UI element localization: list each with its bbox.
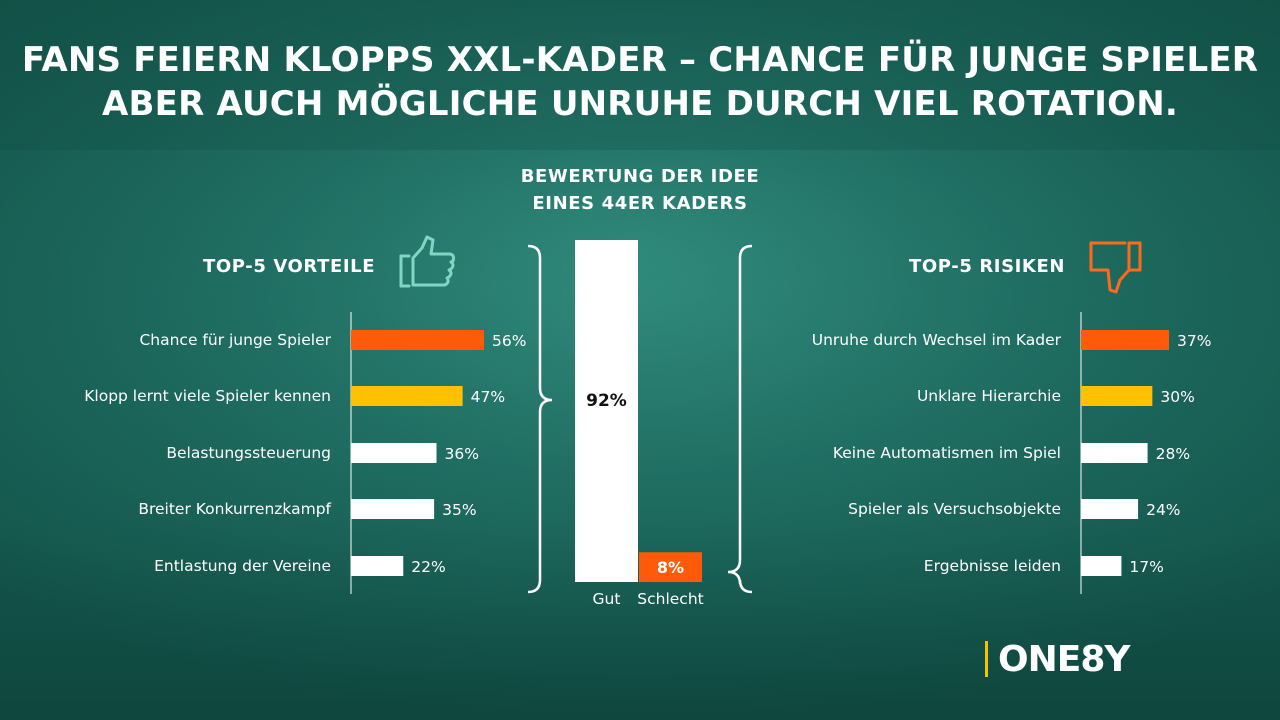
advantage-bar — [351, 386, 463, 406]
advantage-category-label: Breiter Konkurrenzkampf — [138, 500, 331, 518]
advantage-category-label: Klopp lernt viele Spieler kennen — [84, 387, 331, 405]
risk-category-label: Ergebnisse leiden — [924, 557, 1061, 575]
rating-value-label: 92% — [586, 391, 627, 411]
rating-bar — [575, 240, 638, 582]
risk-bar — [1081, 330, 1169, 350]
advantage-value-label: 36% — [445, 445, 479, 463]
rating-title-line-1: BEWERTUNG DER IDEE — [520, 166, 760, 187]
thumbs-down-icon — [1089, 241, 1142, 294]
rating-bar — [639, 552, 702, 582]
advantage-bar — [351, 499, 435, 519]
risk-category-label: Unklare Hierarchie — [917, 387, 1061, 405]
risk-category-label: Spieler als Versuchsobjekte — [848, 500, 1061, 518]
advantage-category-label: Entlastung der Vereine — [154, 557, 331, 575]
rating-value-label: 8% — [657, 558, 684, 577]
advantages-chart: Chance für junge Spieler 56% Klopp lernt v… — [84, 312, 526, 594]
risk-value-label: 28% — [1156, 445, 1190, 463]
advantages-title: TOP-5 VORTEILE — [203, 256, 376, 277]
rating-chart: 92% Gut 8% Schlecht — [575, 240, 704, 608]
advantage-bar — [351, 556, 404, 576]
right-bracket — [727, 244, 753, 594]
advantage-value-label: 47% — [471, 388, 505, 406]
risk-value-label: 30% — [1160, 388, 1194, 406]
brand-text: ONE8Y — [998, 638, 1130, 680]
advantage-bar — [351, 330, 484, 350]
risks-title: TOP-5 RISIKEN — [909, 256, 1066, 277]
risk-bar — [1081, 386, 1153, 406]
headline-line-1: FANS FEIERN KLOPPS XXL-KADER – CHANCE FÜ… — [21, 40, 1259, 80]
advantage-category-label: Chance für junge Spieler — [139, 331, 331, 349]
risk-value-label: 37% — [1177, 332, 1211, 350]
brackets — [527, 244, 753, 594]
advantage-value-label: 22% — [411, 558, 445, 576]
risk-bar — [1081, 499, 1139, 519]
rating-title-line-2: EINES 44ER KADERS — [532, 193, 748, 214]
advantage-value-label: 35% — [442, 501, 476, 519]
headline-line-2: ABER AUCH MÖGLICHE UNRUHE DURCH VIEL ROT… — [102, 84, 1178, 124]
risk-value-label: 24% — [1146, 501, 1180, 519]
risk-bar — [1081, 443, 1148, 463]
advantage-value-label: 56% — [492, 332, 526, 350]
rating-category-label: Gut — [593, 590, 621, 608]
brand-bar — [985, 641, 988, 677]
risk-category-label: Unruhe durch Wechsel im Kader — [812, 331, 1062, 349]
advantage-category-label: Belastungssteuerung — [166, 444, 331, 462]
risk-bar — [1081, 556, 1122, 576]
thumbs-up-icon — [399, 235, 456, 288]
advantage-bar — [351, 443, 437, 463]
risk-category-label: Keine Automatismen im Spiel — [833, 444, 1061, 462]
rating-category-label: Schlecht — [637, 590, 703, 608]
rating-chart-title: BEWERTUNG DER IDEE EINES 44ER KADERS — [440, 163, 840, 217]
risks-chart: Unruhe durch Wechsel im Kader 37% Unklare … — [812, 312, 1211, 594]
risk-value-label: 17% — [1129, 558, 1163, 576]
brand-logo: ONE8Y — [985, 637, 1130, 681]
left-bracket — [527, 244, 553, 594]
headline: FANS FEIERN KLOPPS XXL-KADER – CHANCE FÜ… — [0, 38, 1280, 126]
